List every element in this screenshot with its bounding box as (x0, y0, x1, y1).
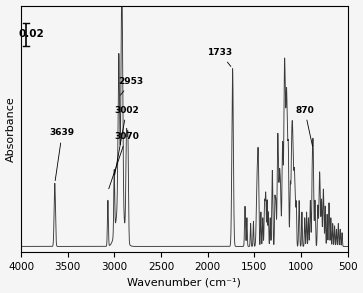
Text: 2953: 2953 (119, 77, 144, 95)
X-axis label: Wavenumber (cm⁻¹): Wavenumber (cm⁻¹) (127, 277, 241, 287)
Text: 3639: 3639 (50, 128, 75, 180)
Text: 3002: 3002 (114, 105, 139, 175)
Y-axis label: Absorbance: Absorbance (5, 96, 16, 162)
Text: 1733: 1733 (207, 48, 232, 67)
Text: 3070: 3070 (109, 132, 139, 189)
Text: 870: 870 (295, 105, 314, 146)
Text: 0.02: 0.02 (18, 29, 44, 39)
